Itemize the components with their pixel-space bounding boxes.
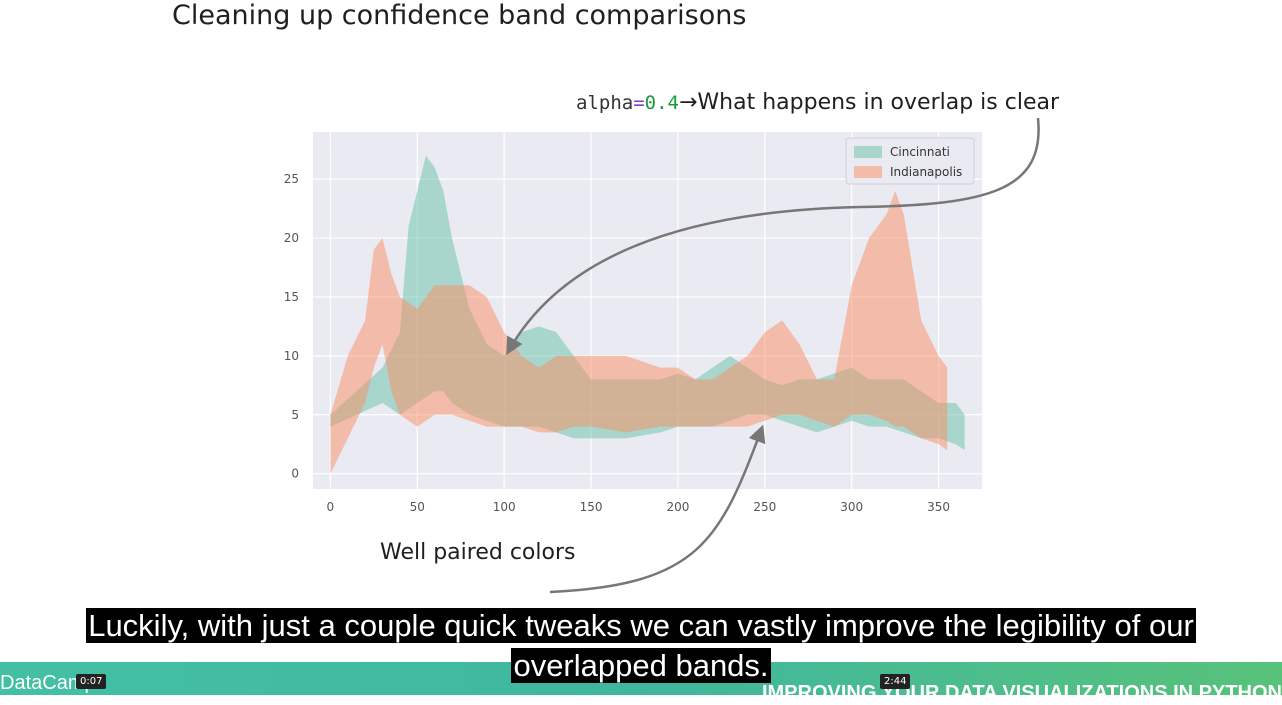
alpha-code-name: alpha bbox=[576, 92, 634, 114]
x-tick-label: 250 bbox=[753, 500, 776, 514]
caption-line-1: Luckily, with just a couple quick tweaks… bbox=[86, 608, 1196, 643]
x-tick-label: 0 bbox=[327, 500, 335, 514]
y-tick-label: 15 bbox=[284, 290, 299, 304]
alpha-code-eq: = bbox=[633, 92, 645, 114]
alpha-code-value: 0.4 bbox=[644, 92, 679, 114]
band-indianapolis bbox=[330, 190, 948, 474]
alpha-annotation: alpha=0.4→What happens in overlap is cle… bbox=[576, 90, 1059, 115]
caption-line-2: overlapped bands. bbox=[511, 648, 771, 683]
alpha-annotation-text: →What happens in overlap is clear bbox=[678, 90, 1059, 115]
y-tick-label: 20 bbox=[284, 231, 299, 245]
x-tick-label: 350 bbox=[927, 500, 950, 514]
y-tick-label: 25 bbox=[284, 172, 299, 186]
x-tick-label: 200 bbox=[666, 500, 689, 514]
y-tick-label: 5 bbox=[291, 408, 299, 422]
legend-label-indianapolis: Indianapolis bbox=[890, 165, 962, 179]
legend-swatch-cincinnati bbox=[854, 146, 882, 158]
x-tick-label: 50 bbox=[410, 500, 425, 514]
brand-logo-text: DataCamp bbox=[0, 672, 96, 694]
current-time: 0:07 bbox=[76, 674, 107, 689]
y-tick-label: 0 bbox=[291, 467, 299, 481]
slide-title: Cleaning up confidence band comparisons bbox=[172, 0, 747, 31]
legend-label-cincinnati: Cincinnati bbox=[890, 145, 950, 159]
subtitle-caption: Luckily, with just a couple quick tweaks… bbox=[0, 606, 1282, 686]
colors-annotation: Well paired colors bbox=[380, 540, 576, 565]
hover-time: 2:44 bbox=[880, 674, 911, 689]
x-tick-label: 100 bbox=[493, 500, 516, 514]
legend-swatch-indianapolis bbox=[854, 166, 882, 178]
confidence-band-chart: 0 50 100 150 200 250 300 350 0 5 10 15 20 25 Cincinnat… bbox=[284, 132, 982, 514]
x-tick-label: 150 bbox=[580, 500, 603, 514]
y-tick-label: 10 bbox=[284, 349, 299, 363]
x-tick-label: 300 bbox=[840, 500, 863, 514]
